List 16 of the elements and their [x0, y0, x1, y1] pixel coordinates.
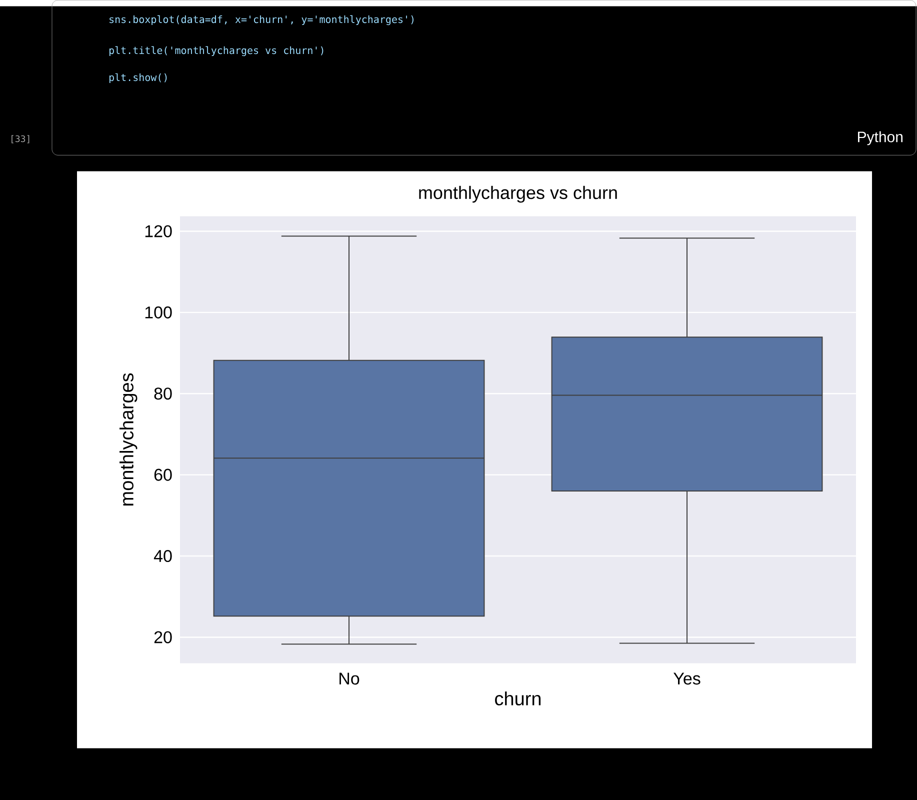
- text: [33]: [12, 135, 30, 144]
- chart-title: monthlycharges vs churn: [419, 186, 617, 203]
- y-tick-label: 40: [154, 550, 172, 562]
- text: Python: [858, 131, 903, 146]
- text: plt.show(): [109, 73, 167, 83]
- y-tick-label: 100: [145, 306, 172, 318]
- y-tick-label: 20: [154, 631, 172, 644]
- y-tick-label: 120: [145, 225, 172, 238]
- x-tick-label: Yes: [674, 672, 700, 685]
- x-axis-title: churn: [495, 691, 541, 706]
- y-axis-title: monthlycharges: [120, 373, 138, 506]
- text: plt.title('monthlycharges vs churn'): [109, 46, 324, 56]
- x-tick-label: No: [340, 672, 360, 685]
- y-tick-label: 80: [154, 388, 172, 400]
- y-tick-label: 60: [154, 468, 172, 481]
- text: sns.boxplot(data=df, x='churn', y='monthlycharges'): [110, 15, 414, 25]
